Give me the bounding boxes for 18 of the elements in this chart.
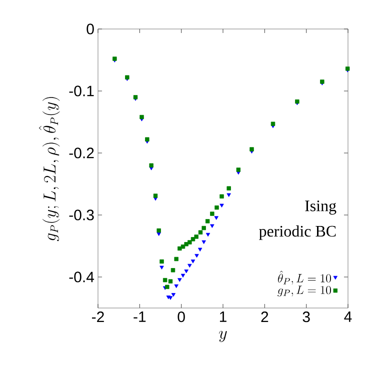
y-tick-label: -0.1 — [69, 86, 94, 96]
x-tick-label: 0 — [178, 312, 185, 322]
annotation: Ising — [305, 200, 336, 215]
y-tick-label: -0.2 — [69, 148, 94, 158]
annotation: periodic BC — [259, 225, 336, 240]
x-tick-label: 2 — [261, 312, 268, 322]
x-axis-title: $y$ — [219, 330, 227, 342]
x-tick-label: 1 — [220, 312, 226, 322]
x-tick-label: -1 — [134, 312, 146, 322]
y-tick-label: 0 — [86, 24, 94, 34]
y-tick-label: -0.3 — [69, 210, 94, 220]
y-axis-title: $g_P(y;L,2L,\rho),\hat{\theta}_P(y)$ — [38, 97, 60, 242]
legend-label: $\hat{\theta}_P, L=10$ — [278, 270, 331, 285]
legend-label: $g_P, L=10$ — [278, 286, 331, 296]
y-tick-label: -0.4 — [69, 272, 94, 282]
x-tick-label: 4 — [344, 312, 352, 322]
x-tick-label: -2 — [92, 312, 104, 322]
x-tick-label: 3 — [302, 312, 310, 322]
